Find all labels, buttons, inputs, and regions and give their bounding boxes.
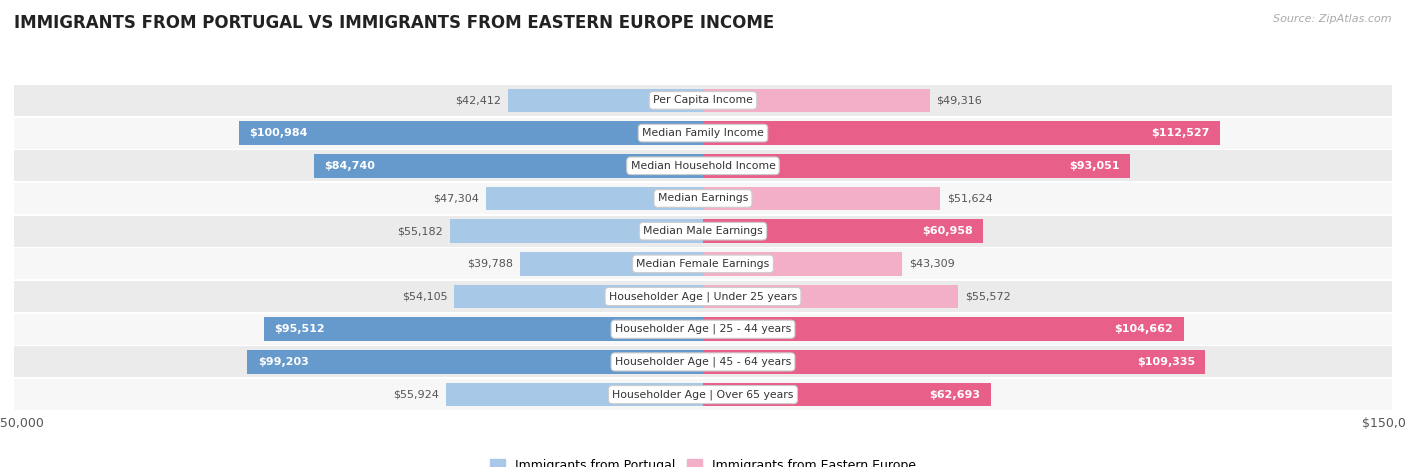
Bar — [520, 252, 703, 276]
Bar — [703, 285, 959, 308]
Text: Householder Age | 45 - 64 years: Householder Age | 45 - 64 years — [614, 357, 792, 367]
Bar — [14, 314, 1392, 345]
Text: Householder Age | Under 25 years: Householder Age | Under 25 years — [609, 291, 797, 302]
Text: $42,412: $42,412 — [456, 95, 502, 106]
Bar — [14, 118, 1392, 149]
Text: $112,527: $112,527 — [1152, 128, 1209, 138]
Bar — [446, 383, 703, 406]
Text: $49,316: $49,316 — [936, 95, 983, 106]
Text: $84,740: $84,740 — [325, 161, 375, 171]
Text: Median Household Income: Median Household Income — [630, 161, 776, 171]
Text: $55,182: $55,182 — [396, 226, 443, 236]
Text: Median Family Income: Median Family Income — [643, 128, 763, 138]
Bar — [703, 219, 983, 243]
Bar — [703, 350, 1205, 374]
Text: Median Earnings: Median Earnings — [658, 193, 748, 204]
Bar — [314, 154, 703, 177]
Text: IMMIGRANTS FROM PORTUGAL VS IMMIGRANTS FROM EASTERN EUROPE INCOME: IMMIGRANTS FROM PORTUGAL VS IMMIGRANTS F… — [14, 14, 775, 32]
Bar — [14, 150, 1392, 181]
Bar — [703, 383, 991, 406]
Text: Householder Age | Over 65 years: Householder Age | Over 65 years — [612, 389, 794, 400]
Bar — [247, 350, 703, 374]
Bar — [508, 89, 703, 112]
Text: $54,105: $54,105 — [402, 291, 447, 302]
Bar — [703, 252, 901, 276]
Bar — [14, 216, 1392, 247]
Bar — [485, 187, 703, 210]
Legend: Immigrants from Portugal, Immigrants from Eastern Europe: Immigrants from Portugal, Immigrants fro… — [485, 453, 921, 467]
Text: $60,958: $60,958 — [922, 226, 973, 236]
Text: $55,572: $55,572 — [965, 291, 1011, 302]
Text: $55,924: $55,924 — [394, 389, 439, 400]
Bar — [14, 347, 1392, 377]
Text: Source: ZipAtlas.com: Source: ZipAtlas.com — [1274, 14, 1392, 24]
Bar — [14, 85, 1392, 116]
Text: Median Female Earnings: Median Female Earnings — [637, 259, 769, 269]
Text: $93,051: $93,051 — [1070, 161, 1121, 171]
Bar — [14, 183, 1392, 214]
Text: $95,512: $95,512 — [274, 324, 325, 334]
Bar — [14, 379, 1392, 410]
Text: Per Capita Income: Per Capita Income — [652, 95, 754, 106]
Bar — [703, 154, 1130, 177]
Text: $43,309: $43,309 — [908, 259, 955, 269]
Bar — [703, 89, 929, 112]
Text: $104,662: $104,662 — [1115, 324, 1174, 334]
Text: $47,304: $47,304 — [433, 193, 479, 204]
Bar — [703, 187, 941, 210]
Bar — [703, 318, 1184, 341]
Bar — [703, 121, 1220, 145]
Bar — [454, 285, 703, 308]
Text: $62,693: $62,693 — [929, 389, 980, 400]
Text: $39,788: $39,788 — [467, 259, 513, 269]
Bar — [450, 219, 703, 243]
Bar — [14, 248, 1392, 279]
Text: $99,203: $99,203 — [257, 357, 308, 367]
Text: Median Male Earnings: Median Male Earnings — [643, 226, 763, 236]
Bar — [264, 318, 703, 341]
Text: Householder Age | 25 - 44 years: Householder Age | 25 - 44 years — [614, 324, 792, 334]
Text: $109,335: $109,335 — [1136, 357, 1195, 367]
Text: $100,984: $100,984 — [249, 128, 308, 138]
Bar — [14, 281, 1392, 312]
Text: $51,624: $51,624 — [948, 193, 993, 204]
Bar — [239, 121, 703, 145]
